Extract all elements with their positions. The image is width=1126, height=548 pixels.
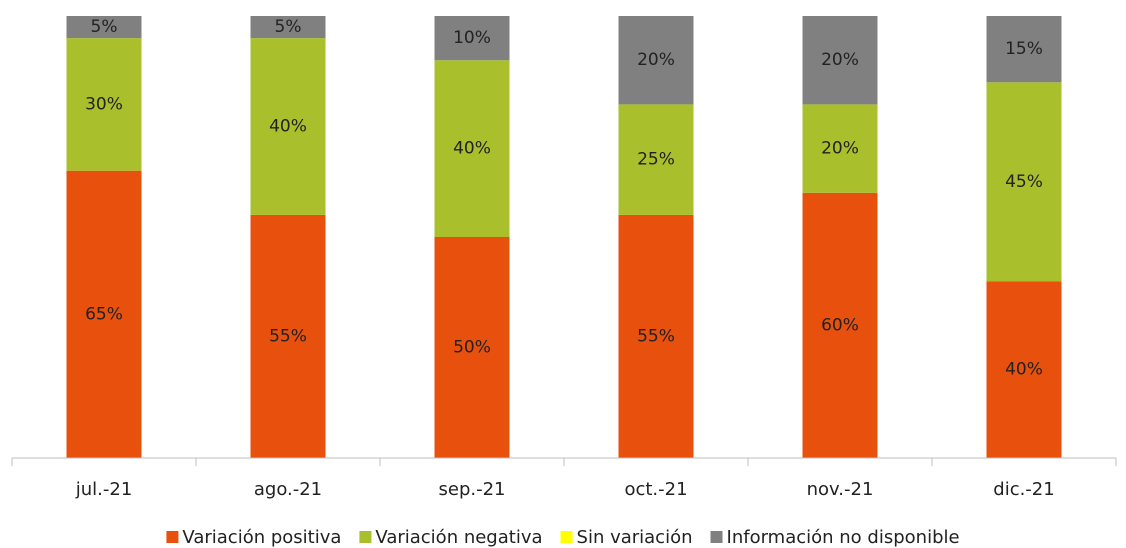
bar-segment bbox=[802, 16, 878, 105]
legend-swatch bbox=[560, 531, 573, 543]
data-label: 40% bbox=[453, 139, 491, 159]
x-tick-label: dic.-21 bbox=[993, 479, 1054, 500]
legend-label: Variación positiva bbox=[182, 527, 341, 548]
data-label: 40% bbox=[269, 117, 307, 137]
x-tick-label: ago.-21 bbox=[254, 479, 322, 500]
bar-segment bbox=[802, 192, 878, 459]
legend-label: Información no disponible bbox=[727, 527, 960, 548]
bar-segment bbox=[802, 104, 878, 193]
data-label: 60% bbox=[821, 315, 859, 335]
bar-segment bbox=[434, 237, 510, 458]
data-label: 45% bbox=[1005, 172, 1043, 192]
bar-segment bbox=[986, 82, 1062, 282]
data-label: 25% bbox=[637, 150, 675, 170]
data-label: 55% bbox=[637, 326, 675, 346]
data-label: 20% bbox=[637, 50, 675, 70]
legend-label: Variación negativa bbox=[375, 527, 542, 548]
bar-segment bbox=[434, 60, 510, 238]
bar-segment bbox=[618, 104, 694, 215]
bar-segment bbox=[250, 38, 326, 215]
bar-segment bbox=[66, 38, 142, 171]
x-tick-label: sep.-21 bbox=[439, 479, 506, 500]
data-label: 40% bbox=[1005, 360, 1043, 380]
data-label: 55% bbox=[269, 326, 307, 346]
x-tick-label: nov.-21 bbox=[807, 479, 874, 500]
bar-segment bbox=[434, 16, 510, 61]
x-tick-label: oct.-21 bbox=[624, 479, 687, 500]
data-label: 5% bbox=[275, 17, 302, 37]
data-label: 20% bbox=[821, 50, 859, 70]
data-label: 5% bbox=[91, 17, 118, 37]
bar-segment bbox=[66, 170, 142, 458]
x-tick-label: jul.-21 bbox=[75, 479, 133, 500]
bar-segment bbox=[986, 281, 1062, 458]
bar-segment bbox=[618, 16, 694, 105]
bar-segment bbox=[986, 16, 1062, 83]
data-label: 65% bbox=[85, 304, 123, 324]
data-label: 50% bbox=[453, 338, 491, 358]
bar-segment bbox=[250, 214, 326, 458]
bar-segment bbox=[618, 214, 694, 458]
data-label: 15% bbox=[1005, 39, 1043, 59]
legend-swatch bbox=[166, 531, 179, 543]
bar-segment bbox=[66, 16, 142, 39]
legend-swatch bbox=[710, 531, 723, 543]
data-label: 20% bbox=[821, 139, 859, 159]
legend-swatch bbox=[359, 531, 372, 543]
data-label: 10% bbox=[453, 28, 491, 48]
legend-label: Sin variación bbox=[577, 527, 693, 548]
data-label: 30% bbox=[85, 94, 123, 114]
bar-segment bbox=[250, 16, 326, 39]
